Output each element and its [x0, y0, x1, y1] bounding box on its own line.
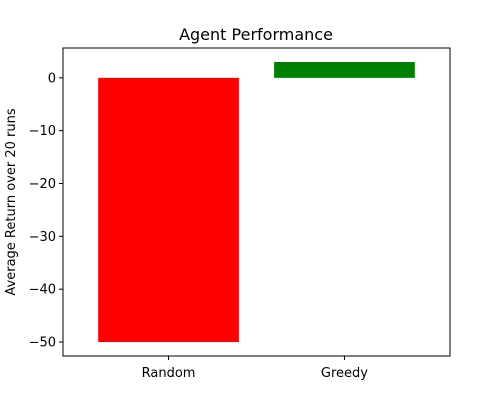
y-tick-label: −50	[29, 336, 56, 351]
plot-frame	[62, 47, 451, 357]
x-tick-label: Greedy	[321, 366, 368, 381]
chart-title: Agent Performance	[179, 25, 333, 44]
bar-greedy	[274, 62, 415, 78]
plot-area: Random Greedy 0 −10 −20 −30 −40 −50	[29, 47, 451, 381]
y-tick-label: −10	[29, 124, 56, 139]
y-tick-label: −20	[29, 177, 56, 192]
y-tick-label: −40	[29, 283, 56, 298]
x-tick-label: Random	[142, 366, 196, 381]
bar-random	[98, 77, 239, 342]
y-tick-label: 0	[48, 71, 56, 86]
y-axis-label: Average Return over 20 runs	[4, 108, 19, 295]
y-tick-label: −30	[29, 230, 56, 245]
